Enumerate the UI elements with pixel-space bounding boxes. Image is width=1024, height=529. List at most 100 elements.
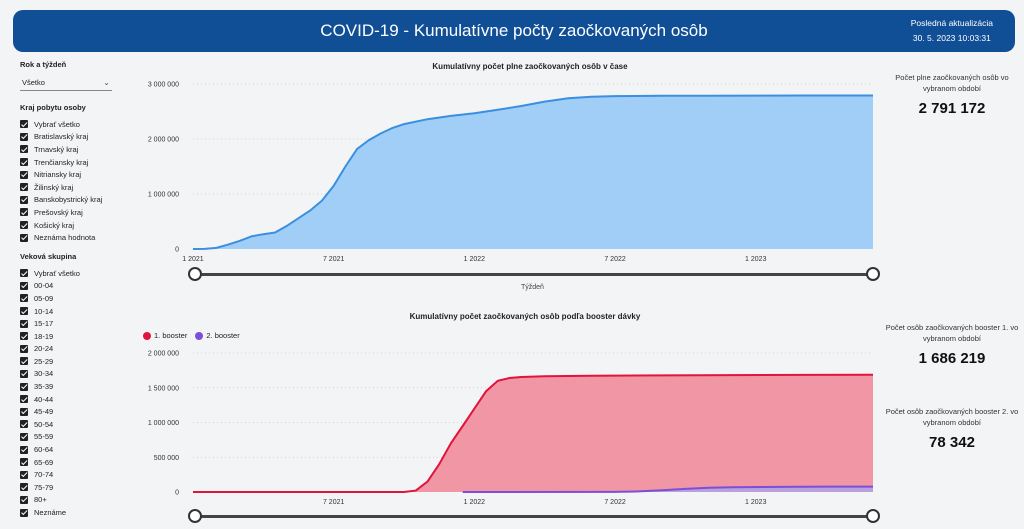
series-line-1[interactable] xyxy=(193,373,874,493)
region-checkbox-item[interactable]: Košický kraj xyxy=(20,219,120,232)
region-checkbox-item[interactable]: Žilinský kraj xyxy=(20,181,120,194)
age-checkbox-item[interactable]: 60-64 xyxy=(20,443,120,456)
checkbox-checked-icon[interactable] xyxy=(20,357,28,366)
age-checkbox-item[interactable]: 50-54 xyxy=(20,418,120,431)
checkbox-checked-icon[interactable] xyxy=(20,183,28,192)
y-tick-label: 2 000 000 xyxy=(148,351,179,358)
checkbox-checked-icon[interactable] xyxy=(20,294,28,303)
x-tick-label: 1 2023 xyxy=(745,499,767,506)
checkbox-checked-icon[interactable] xyxy=(20,344,28,353)
region-checkbox-item[interactable]: Prešovský kraj xyxy=(20,206,120,219)
checkbox-checked-icon[interactable] xyxy=(20,269,28,278)
checkbox-checked-icon[interactable] xyxy=(20,332,28,341)
region-checkbox-item[interactable]: Trnavský kraj xyxy=(20,143,120,156)
checkbox-checked-icon[interactable] xyxy=(20,319,28,328)
age-checkbox-label: 45-49 xyxy=(34,407,54,417)
chart2-date-slider[interactable] xyxy=(188,509,880,523)
checkbox-checked-icon[interactable] xyxy=(20,470,28,479)
y-tick-label: 1 000 000 xyxy=(148,192,179,199)
kpi-full-label: Počet plne zaočkovaných osôb vo vybranom… xyxy=(895,73,1009,93)
age-checkbox-label: 15-17 xyxy=(34,319,54,329)
age-checkbox-label: 80+ xyxy=(34,495,47,505)
age-checkbox-item[interactable]: 35-39 xyxy=(20,380,120,393)
age-checkbox-item[interactable]: Vybrať všetko xyxy=(20,267,120,280)
y-tick-label: 0 xyxy=(175,490,179,497)
age-checkbox-item[interactable]: 25-29 xyxy=(20,355,120,368)
checkbox-checked-icon[interactable] xyxy=(20,508,28,517)
age-checkbox-item[interactable]: 30-34 xyxy=(20,368,120,381)
legend-dot xyxy=(195,331,204,340)
checkbox-checked-icon[interactable] xyxy=(20,132,28,141)
series-area-1 xyxy=(193,95,873,249)
age-checkbox-item[interactable]: 75-79 xyxy=(20,481,120,494)
age-checkbox-label: 30-34 xyxy=(34,369,54,379)
checkbox-checked-icon[interactable] xyxy=(20,458,28,467)
checkbox-checked-icon[interactable] xyxy=(20,382,28,391)
region-checkbox-label: Trenčiansky kraj xyxy=(34,157,89,167)
age-checkbox-label: Neznáme xyxy=(34,508,67,518)
region-checkbox-item[interactable]: Trenčiansky kraj xyxy=(20,156,120,169)
checkbox-checked-icon[interactable] xyxy=(20,158,28,167)
kpi-booster2-value: 78 342 xyxy=(929,434,975,451)
checkbox-checked-icon[interactable] xyxy=(20,432,28,441)
y-tick-label: 2 000 000 xyxy=(148,137,179,144)
region-checkbox-item[interactable]: Vybrať všetko xyxy=(20,118,120,131)
region-checkbox-item[interactable]: Neznáma hodnota xyxy=(20,231,120,244)
x-tick-label: 7 2022 xyxy=(604,499,626,506)
x-tick-label: 7 2021 xyxy=(323,499,345,506)
region-checkbox-item[interactable]: Banskobystrický kraj xyxy=(20,194,120,207)
age-checkbox-item[interactable]: 20-24 xyxy=(20,343,120,356)
legend-item-booster1[interactable]: 1. booster xyxy=(143,331,187,340)
y-tick-label: 3 000 000 xyxy=(148,82,179,89)
checkbox-checked-icon[interactable] xyxy=(20,369,28,378)
age-checkbox-item[interactable]: 05-09 xyxy=(20,292,120,305)
y-tick-label: 0 xyxy=(175,247,179,254)
region-checkbox-item[interactable]: Bratislavský kraj xyxy=(20,131,120,144)
kpi-booster1: Počet osôb zaočkovaných booster 1. vo vy… xyxy=(882,322,1022,367)
age-checkbox-item[interactable]: 15-17 xyxy=(20,317,120,330)
checkbox-checked-icon[interactable] xyxy=(20,395,28,404)
year-week-dropdown[interactable]: Všetko ⌄ xyxy=(20,75,112,91)
chart1-title: Kumulatívny počet plne zaočkovaných osôb… xyxy=(432,62,628,71)
slider-end-handle[interactable] xyxy=(866,267,880,281)
legend-item-booster2[interactable]: 2. booster xyxy=(195,331,240,340)
age-checkbox-item[interactable]: 10-14 xyxy=(20,305,120,318)
checkbox-checked-icon[interactable] xyxy=(20,195,28,204)
checkbox-checked-icon[interactable] xyxy=(20,495,28,504)
region-checkbox-label: Košický kraj xyxy=(34,220,75,230)
checkbox-checked-icon[interactable] xyxy=(20,420,28,429)
age-checkbox-item[interactable]: 40-44 xyxy=(20,393,120,406)
age-checkbox-label: 10-14 xyxy=(34,306,54,316)
full-vaccination-chart: 0 1 000 000 2 000 000 3 000 000 1 2021 7 2021… xyxy=(148,82,873,263)
age-checkbox-item[interactable]: 45-49 xyxy=(20,405,120,418)
last-update: Posledná aktualizácia 30. 5. 2023 10:03:… xyxy=(911,16,993,46)
age-checkbox-item[interactable]: 80+ xyxy=(20,494,120,507)
series-line-2[interactable] xyxy=(462,485,873,493)
checkbox-checked-icon[interactable] xyxy=(20,170,28,179)
series-line-1[interactable] xyxy=(192,94,873,250)
slider-start-handle[interactable] xyxy=(188,509,202,523)
checkbox-checked-icon[interactable] xyxy=(20,233,28,242)
region-checkbox-item[interactable]: Nitriansky kraj xyxy=(20,168,120,181)
chart1-date-slider[interactable] xyxy=(188,267,880,281)
checkbox-checked-icon[interactable] xyxy=(20,483,28,492)
checkbox-checked-icon[interactable] xyxy=(20,120,28,129)
checkbox-checked-icon[interactable] xyxy=(20,145,28,154)
region-checkbox-label: Banskobystrický kraj xyxy=(34,195,103,205)
age-checkbox-item[interactable]: 18-19 xyxy=(20,330,120,343)
age-checkbox-item[interactable]: 65-69 xyxy=(20,456,120,469)
age-checkbox-item[interactable]: 55-59 xyxy=(20,431,120,444)
checkbox-checked-icon[interactable] xyxy=(20,307,28,316)
checkbox-checked-icon[interactable] xyxy=(20,281,28,290)
age-checkbox-item[interactable]: 00-04 xyxy=(20,280,120,293)
checkbox-checked-icon[interactable] xyxy=(20,221,28,230)
checkbox-checked-icon[interactable] xyxy=(20,445,28,454)
checkbox-checked-icon[interactable] xyxy=(20,208,28,217)
checkbox-checked-icon[interactable] xyxy=(20,407,28,416)
age-checkbox-item[interactable]: 70-74 xyxy=(20,468,120,481)
age-checkbox-label: Vybrať všetko xyxy=(34,268,80,278)
age-checkbox-item[interactable]: Neznáme xyxy=(20,506,120,519)
slider-start-handle[interactable] xyxy=(188,267,202,281)
slider-track xyxy=(194,514,874,518)
slider-end-handle[interactable] xyxy=(866,509,880,523)
